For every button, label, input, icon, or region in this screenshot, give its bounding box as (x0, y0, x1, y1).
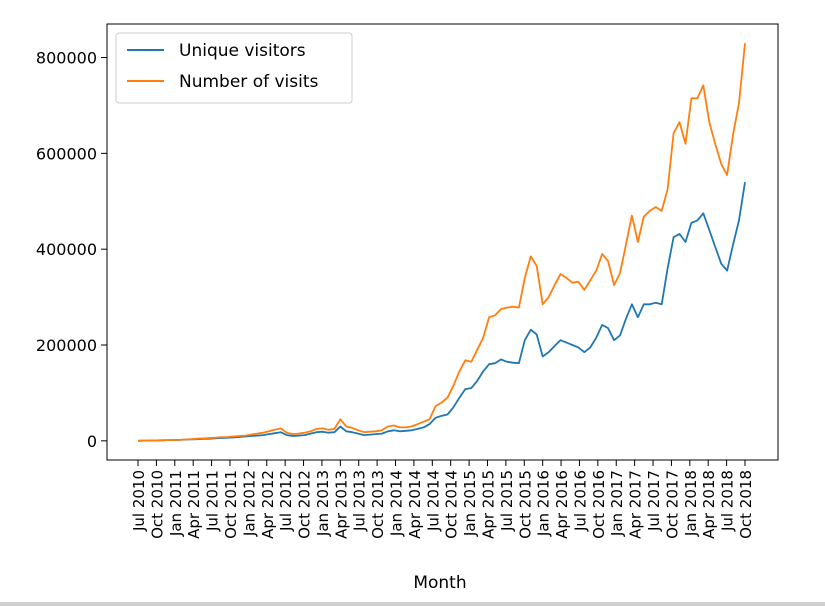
x-tick-label: Oct 2016 (590, 470, 608, 539)
x-tick-label: Jan 2011 (167, 470, 185, 537)
legend-label: Number of visits (179, 72, 319, 92)
x-tick-label: Jan 2014 (388, 470, 406, 537)
x-tick-label: Oct 2014 (443, 470, 461, 539)
x-tick-label: Jul 2010 (130, 470, 148, 532)
x-tick-label: Jan 2015 (461, 470, 479, 537)
y-tick-label: 400000 (36, 240, 97, 259)
y-axis: 0 200000 400000 600000 800000 (36, 49, 107, 451)
x-tick-label: Oct 2017 (663, 470, 681, 539)
x-tick-label: Oct 2011 (222, 470, 240, 539)
x-tick-label: Jan 2013 (314, 470, 332, 537)
x-tick-label: Apr 2014 (406, 470, 424, 539)
x-tick-label: Jan 2016 (535, 470, 553, 537)
x-tick-label: Oct 2015 (516, 470, 534, 539)
y-tick-label: 200000 (36, 336, 97, 355)
legend-label: Unique visitors (179, 41, 306, 61)
x-tick-label: Oct 2012 (296, 470, 314, 539)
x-tick-label: Jul 2011 (204, 470, 222, 532)
x-tick-label: Jul 2017 (645, 470, 663, 532)
x-tick-label: Apr 2016 (553, 470, 571, 539)
x-tick-label: Jul 2015 (498, 470, 516, 532)
y-tick-label: 800000 (36, 49, 97, 68)
x-tick-label: Jul 2014 (424, 470, 442, 532)
x-tick-label: Jan 2012 (240, 470, 258, 537)
legend-box (115, 32, 353, 104)
series-line-number-of-visits (137, 43, 746, 442)
x-tick-label: Apr 2018 (700, 470, 718, 539)
x-tick-label: Apr 2013 (332, 470, 350, 539)
x-tick-label: Oct 2010 (148, 470, 166, 539)
x-tick-label: Apr 2015 (479, 470, 497, 539)
series-line-unique-visitors (137, 181, 746, 442)
x-tick-label: Jul 2012 (277, 470, 295, 532)
series-lines (137, 43, 746, 442)
x-tick-label: Oct 2013 (369, 470, 387, 539)
x-axis: Jul 2010 Oct 2010 Jan 2011 Apr 2011 Jul 2011… (130, 460, 755, 539)
y-tick-label: 0 (87, 432, 97, 451)
x-tick-label: Jul 2018 (719, 470, 737, 532)
y-tick-label: 600000 (36, 144, 97, 163)
x-tick-label: Apr 2012 (259, 470, 277, 539)
x-axis-label: Month (413, 573, 466, 593)
x-tick-label: Apr 2017 (627, 470, 645, 539)
window-bottom-border (0, 602, 825, 606)
legend: Unique visitors Number of visits (115, 32, 353, 104)
x-tick-label: Jul 2013 (351, 470, 369, 532)
x-tick-label: Apr 2011 (185, 470, 203, 539)
x-tick-label: Oct 2018 (737, 470, 755, 539)
x-tick-label: Jul 2016 (571, 470, 589, 532)
x-tick-label: Jan 2018 (682, 470, 700, 537)
x-tick-label: Jan 2017 (608, 470, 626, 537)
